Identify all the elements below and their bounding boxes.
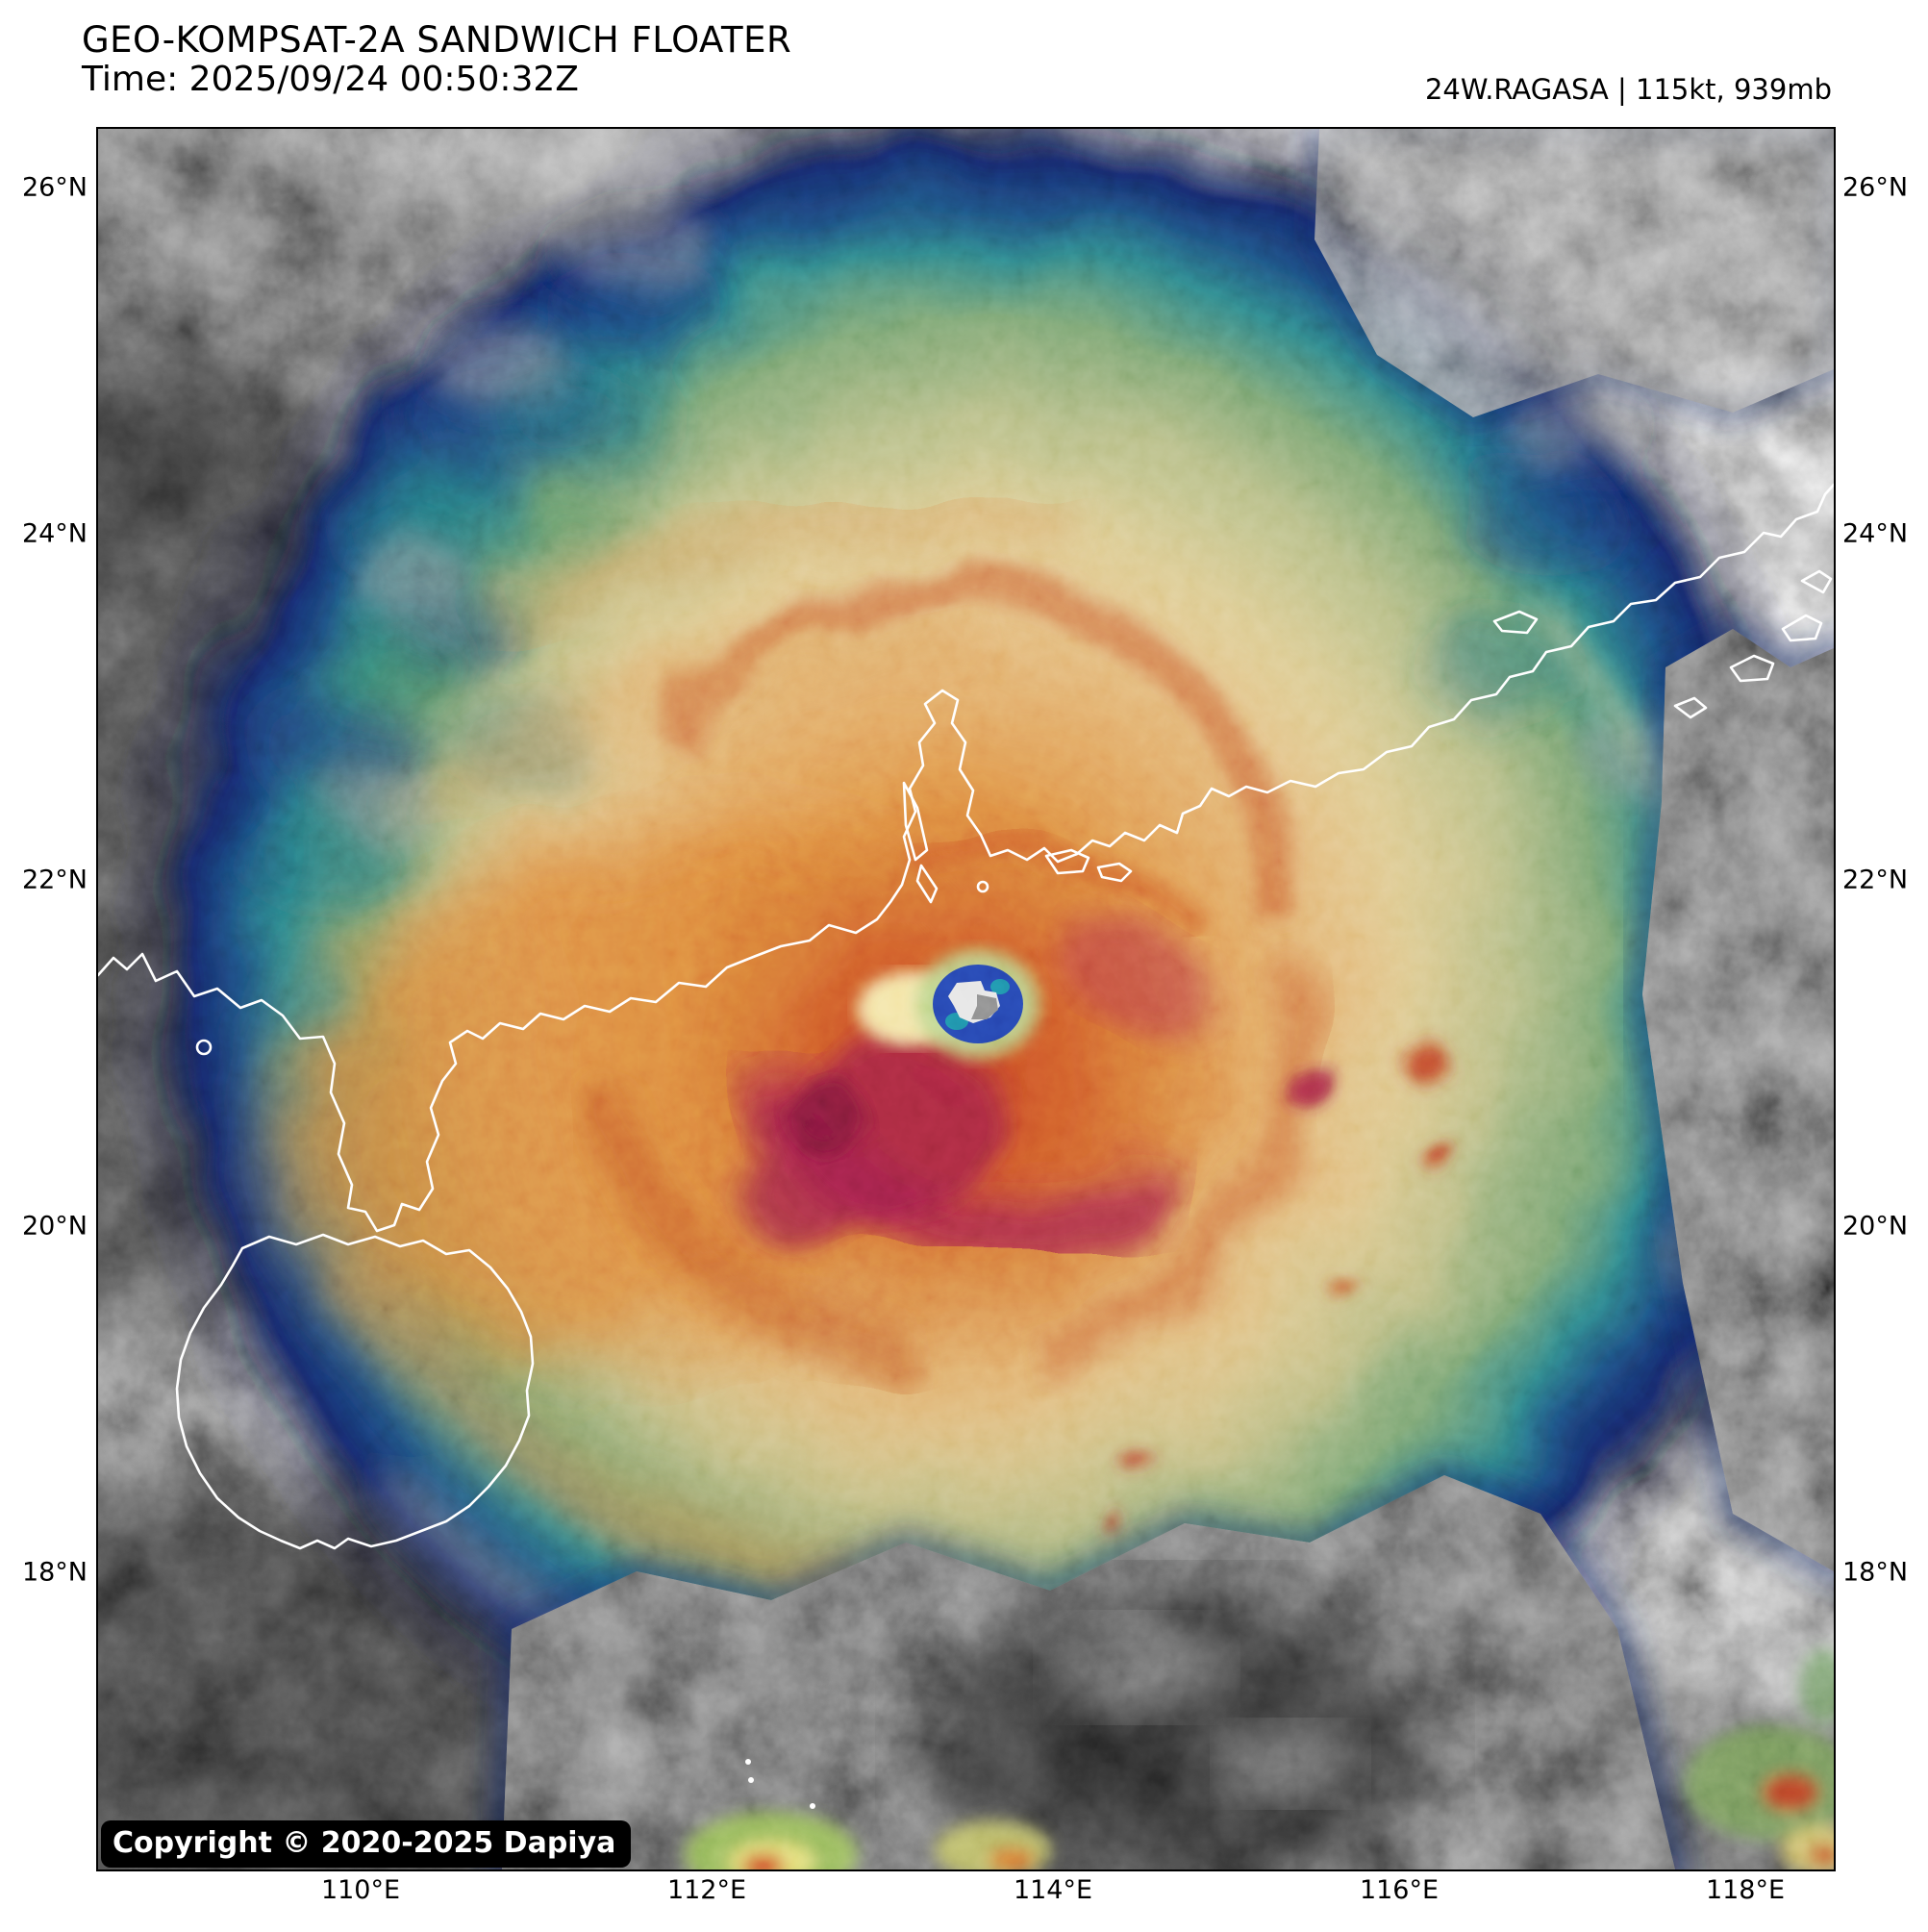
coastline-hainan (175, 1233, 535, 1550)
lat-label-left: 18°N (21, 1557, 88, 1588)
lat-label-right: 24°N (1842, 518, 1909, 549)
lat-label-right: 20°N (1842, 1211, 1909, 1242)
lat-label-left: 24°N (21, 518, 88, 549)
lon-label: 112°E (666, 1875, 747, 1905)
lat-label-right: 22°N (1842, 865, 1909, 895)
timestamp: Time: 2025/09/24 00:50:32Z (82, 60, 579, 99)
copyright-badge: Copyright © 2020-2025 Dapiya (101, 1820, 632, 1868)
lat-label-right: 18°N (1842, 1557, 1909, 1588)
lat-label-right: 26°N (1842, 172, 1909, 203)
lon-label: 114°E (1013, 1875, 1093, 1905)
coastline (98, 483, 1834, 1550)
islands (195, 569, 1833, 1056)
satellite-map (96, 127, 1836, 1871)
lat-label-left: 20°N (21, 1211, 88, 1242)
lon-label: 110°E (320, 1875, 401, 1905)
lon-label: 118°E (1705, 1875, 1786, 1905)
lon-label: 116°E (1359, 1875, 1440, 1905)
lat-label-left: 26°N (21, 172, 88, 203)
product-title: GEO-KOMPSAT-2A SANDWICH FLOATER (82, 19, 792, 61)
lat-label-left: 22°N (21, 865, 88, 895)
storm-info: 24W.RAGASA | 115kt, 939mb (1424, 73, 1832, 106)
coastline-mainland (98, 483, 1834, 1233)
grain-overlay (98, 129, 1834, 1869)
satellite-image (98, 129, 1834, 1869)
